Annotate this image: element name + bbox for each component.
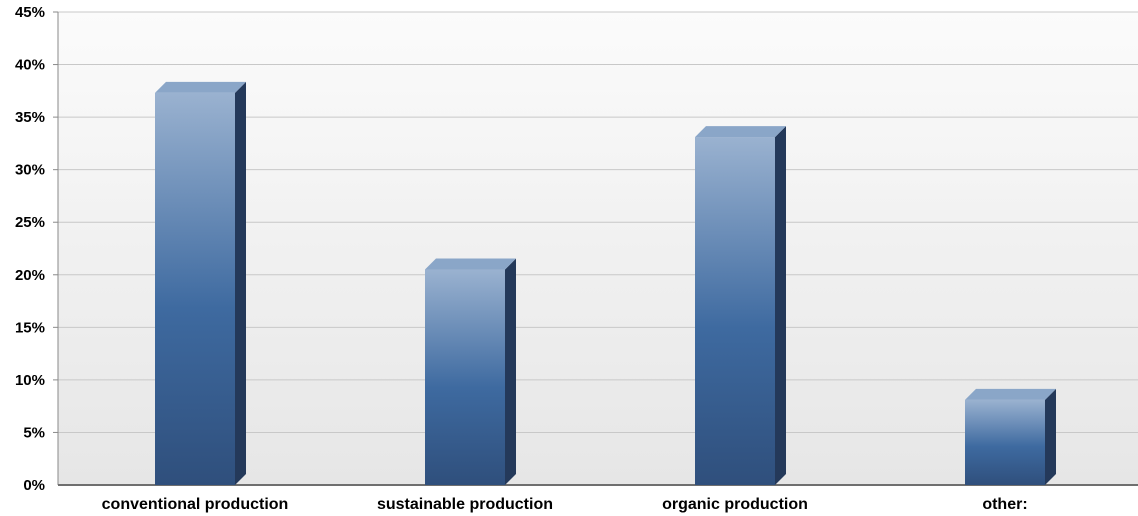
- y-tick-label: 40%: [15, 57, 45, 74]
- y-tick-label: 35%: [15, 109, 45, 126]
- category-labels: conventional production sustainable produ…: [102, 496, 1028, 513]
- bars: [155, 81, 1056, 486]
- bar-side: [775, 126, 786, 486]
- bar: [155, 81, 246, 486]
- bar: [695, 126, 786, 486]
- y-tick-label: 30%: [15, 162, 45, 179]
- x-category-label: other:: [982, 496, 1027, 513]
- bar-front: [695, 137, 775, 486]
- bar-side: [235, 81, 246, 486]
- y-tick-label: 45%: [15, 4, 45, 21]
- bar: [425, 258, 516, 485]
- y-tick-label: 15%: [15, 319, 45, 336]
- x-category-label: conventional production: [102, 496, 289, 513]
- x-category-label: organic production: [662, 496, 808, 513]
- x-category-label: sustainable production: [377, 496, 553, 513]
- bar-front: [965, 399, 1045, 485]
- axes: [53, 11, 1138, 486]
- y-tick-label: 10%: [15, 372, 45, 389]
- bar-top: [695, 126, 786, 138]
- bar-top: [425, 258, 516, 270]
- y-tick-label: 25%: [15, 214, 45, 231]
- bar-front: [425, 269, 505, 485]
- bar-side: [1045, 388, 1056, 485]
- y-tick-label: 5%: [23, 424, 45, 441]
- bar: [965, 388, 1056, 485]
- bar-front: [155, 92, 235, 486]
- bar-side: [505, 258, 516, 485]
- y-tick-label: 0%: [23, 477, 45, 494]
- bar-top: [965, 388, 1056, 400]
- y-tick-label: 20%: [15, 267, 45, 284]
- y-tick-labels: 0% 5% 10% 15% 20% 25% 30% 35% 40% 45%: [15, 4, 45, 494]
- bar-top: [155, 81, 246, 93]
